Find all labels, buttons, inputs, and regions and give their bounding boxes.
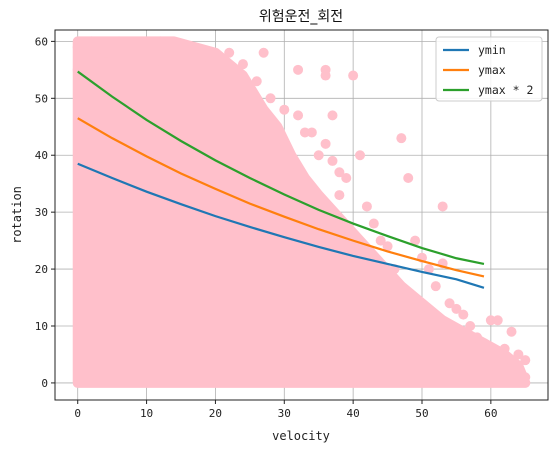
scatter-point bbox=[416, 332, 427, 343]
scatter-point bbox=[100, 47, 111, 58]
axis-ticks: 0 10 20 30 40 50 60 0 10 20 30 40 50 60 bbox=[35, 35, 498, 420]
scatter-point bbox=[472, 332, 483, 343]
scatter-point bbox=[127, 42, 138, 53]
scatter-point bbox=[410, 235, 421, 246]
scatter-point bbox=[506, 326, 517, 337]
scatter-point bbox=[293, 64, 304, 75]
legend-label: ymax * 2 bbox=[478, 83, 533, 97]
scatter-point bbox=[341, 173, 352, 183]
scatter-dense-region bbox=[72, 36, 531, 388]
chart-title: 위험운전_회전 bbox=[259, 9, 343, 25]
scatter-point bbox=[265, 93, 276, 104]
scatter-point bbox=[430, 281, 441, 292]
scatter-point bbox=[382, 241, 393, 252]
x-tick-label: 40 bbox=[347, 407, 360, 420]
scatter-point bbox=[334, 190, 345, 201]
scatter-point bbox=[348, 309, 359, 320]
scatter-point bbox=[169, 47, 180, 58]
scatter-point bbox=[189, 64, 200, 75]
scatter-point bbox=[210, 47, 221, 58]
scatter-point bbox=[396, 133, 407, 144]
scatter-point bbox=[423, 264, 434, 275]
legend-label: ymin bbox=[478, 43, 506, 57]
scatter-point bbox=[155, 36, 166, 47]
series-line bbox=[77, 117, 485, 278]
scatter-point bbox=[182, 42, 193, 53]
scatter-point bbox=[499, 372, 510, 383]
x-tick-label: 20 bbox=[209, 407, 222, 420]
x-tick-label: 60 bbox=[484, 407, 497, 420]
x-tick-label: 30 bbox=[278, 407, 291, 420]
scatter-point bbox=[141, 53, 152, 64]
scatter-point bbox=[485, 315, 496, 326]
x-tick-label: 10 bbox=[140, 407, 153, 420]
scatter-point bbox=[478, 338, 489, 349]
scatter-point bbox=[382, 326, 393, 337]
y-tick-label: 50 bbox=[35, 92, 48, 105]
scatter-point bbox=[107, 53, 118, 64]
scatter-point bbox=[313, 252, 324, 263]
legend: ymin ymax ymax * 2 bbox=[435, 36, 543, 102]
y-axis-label: rotation bbox=[10, 186, 24, 244]
y-tick-label: 30 bbox=[35, 206, 48, 219]
scatter-points bbox=[72, 36, 531, 388]
scatter-point bbox=[472, 366, 483, 377]
legend-label: ymax bbox=[478, 63, 506, 77]
scatter-point bbox=[251, 76, 262, 87]
scatter-point bbox=[306, 127, 317, 138]
scatter-point bbox=[403, 173, 414, 183]
scatter-point bbox=[231, 70, 242, 81]
scatter-point bbox=[224, 47, 235, 58]
scatter-point bbox=[327, 110, 338, 121]
scatter-point bbox=[258, 47, 269, 58]
x-axis-label: velocity bbox=[272, 429, 330, 443]
scatter-point bbox=[355, 150, 366, 161]
scatter-point bbox=[368, 218, 379, 229]
scatter-point bbox=[320, 70, 331, 81]
scatter-point bbox=[513, 349, 524, 360]
scatter-point bbox=[114, 36, 125, 47]
legend-box bbox=[435, 36, 543, 102]
scatter-point bbox=[437, 201, 448, 212]
scatter-point bbox=[499, 343, 510, 354]
scatter-point bbox=[320, 138, 331, 149]
scatter-point bbox=[327, 155, 338, 166]
scatter-point bbox=[72, 42, 83, 53]
scatter-point bbox=[313, 150, 324, 161]
scatter-point bbox=[293, 110, 304, 121]
scatter-point bbox=[451, 303, 462, 314]
scatter-point bbox=[334, 167, 345, 178]
scatter-point bbox=[148, 59, 159, 70]
scatter-point bbox=[299, 127, 310, 138]
scatter-point bbox=[520, 372, 531, 383]
scatter-point bbox=[279, 104, 290, 115]
scatter-point bbox=[451, 343, 462, 354]
y-tick-label: 60 bbox=[35, 35, 48, 48]
scatter-point bbox=[361, 201, 372, 212]
scatter-point bbox=[86, 36, 97, 47]
y-tick-label: 0 bbox=[41, 377, 48, 390]
y-tick-label: 10 bbox=[35, 320, 48, 333]
scatter-point bbox=[375, 235, 386, 246]
scatter-point bbox=[492, 315, 503, 326]
scatter-point bbox=[444, 298, 455, 309]
x-tick-label: 50 bbox=[415, 407, 428, 420]
scatter-point bbox=[520, 355, 531, 366]
plot-frame bbox=[54, 29, 549, 401]
scatter-point bbox=[196, 53, 207, 64]
series-lines bbox=[77, 70, 485, 289]
y-tick-label: 20 bbox=[35, 263, 48, 276]
scatter-point bbox=[485, 360, 496, 371]
series-line bbox=[77, 162, 485, 289]
scatter-point bbox=[237, 59, 248, 70]
scatter-point bbox=[348, 70, 359, 81]
x-tick-label: 0 bbox=[74, 407, 81, 420]
series-line bbox=[77, 70, 485, 266]
scatter-point bbox=[465, 321, 476, 331]
scatter-point bbox=[244, 207, 255, 218]
y-tick-label: 40 bbox=[35, 149, 48, 162]
scatter-point bbox=[458, 309, 469, 320]
